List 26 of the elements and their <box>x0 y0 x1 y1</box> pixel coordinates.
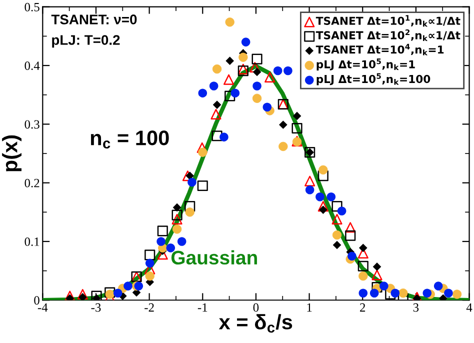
x-tick-label: -4 <box>38 303 48 312</box>
legend-label: TSANET Δt=10$^{1}$,n$_{k}$∝1/Δt <box>316 15 460 27</box>
annotation: pLJ: T=0.2 <box>52 35 120 48</box>
x-tick-label: 4 <box>466 303 472 312</box>
legend-label: pLJ Δt=10$^{5}$,n$_{k}$=100 <box>316 73 430 86</box>
legend-label: TSANET Δt=10$^{4}$,n$_{k}$=1 <box>316 44 444 56</box>
legend-label: TSANET Δt=10$^{2}$,n$_{k}$∝1/Δt <box>316 29 460 41</box>
y-tick-label: 0.4 <box>24 62 40 70</box>
annotation: n$_{c}$ = 100 <box>90 130 169 149</box>
y-tick-label: 0.3 <box>24 120 40 129</box>
x-tick-label: 1 <box>307 303 312 312</box>
x-tick-label: -3 <box>91 303 101 312</box>
x-tick-label: -2 <box>144 303 154 312</box>
x-tick-label: 0 <box>253 303 259 312</box>
x-tick-label: -1 <box>198 303 208 312</box>
x-axis-title: x = δ$_{c}$/s <box>218 314 292 333</box>
y-tick-label: 0.5 <box>24 2 40 12</box>
x-tick-label: 2 <box>360 303 366 312</box>
x-tick-label: 3 <box>413 303 419 312</box>
y-tick-label: 0 <box>34 296 40 305</box>
y-tick-label: 0.2 <box>24 178 40 188</box>
y-tick-label: 0.1 <box>24 237 40 246</box>
annotation: TSANET: ν=0 <box>51 14 137 24</box>
y-axis-title: p(x) <box>2 135 22 172</box>
legend-label: pLJ Δt=10$^{5}$,n$_{k}$=1 <box>316 58 415 70</box>
annotation: Gaussian <box>171 250 257 265</box>
